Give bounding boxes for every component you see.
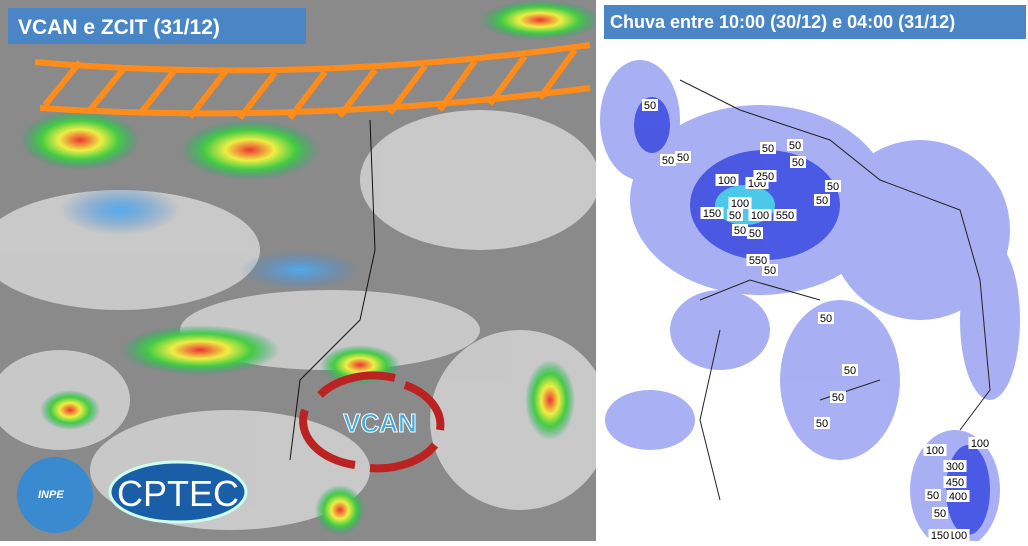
- vcan-arrows: [299, 371, 445, 473]
- coastline: [289, 119, 376, 461]
- contour-label: 50: [789, 140, 801, 152]
- label-box: [925, 489, 941, 501]
- contour-label: 100: [971, 438, 989, 450]
- label-box: [968, 437, 992, 449]
- contour-label: 50: [764, 265, 776, 277]
- borders: [679, 79, 991, 501]
- contour-label: 150: [931, 530, 949, 541]
- contour-label: 50: [816, 195, 828, 207]
- inpe-logo: [17, 457, 93, 533]
- contour-label: 150: [703, 208, 721, 220]
- contour-label: 50: [816, 418, 828, 430]
- label-box: [747, 227, 763, 239]
- contour-label: 50: [827, 181, 839, 193]
- label-box: [728, 197, 752, 209]
- label-box: [932, 507, 948, 519]
- contour-label: 50: [662, 155, 674, 167]
- panel-title: Chuva entre 10:00 (30/12) e 04:00 (31/12…: [610, 12, 955, 32]
- label-box: [825, 180, 841, 192]
- contour-label: 50: [832, 392, 844, 404]
- label-box: [642, 99, 658, 111]
- divider: [596, 0, 600, 541]
- cptec-text: CPTEC: [117, 473, 239, 514]
- label-box: [660, 154, 676, 166]
- contour-label: 50: [792, 157, 804, 169]
- label-box: [727, 209, 743, 221]
- cptec-logo: [108, 460, 248, 524]
- label-box: [818, 312, 834, 324]
- contour-label: 100: [751, 210, 769, 222]
- inpe-text: INPE: [38, 489, 64, 501]
- clouds: [0, 110, 610, 530]
- contour-label: 550: [776, 210, 794, 222]
- label-box: [943, 460, 967, 472]
- title-bar: [8, 8, 306, 44]
- label-box: [923, 444, 947, 456]
- label-box: [946, 490, 970, 502]
- label-box: [814, 417, 830, 429]
- label-box: [675, 151, 691, 163]
- label-box: [842, 364, 858, 376]
- contour-label: 50: [844, 365, 856, 377]
- label-box: [748, 209, 772, 221]
- satellite-panel: VCAN VCAN e ZCIT (31/12) INPE CPTEC: [0, 0, 610, 541]
- vcan-label: VCAN: [343, 408, 417, 438]
- contour-label: 50: [729, 210, 741, 222]
- contour-label: 50: [934, 508, 946, 520]
- zcit-band: [34, 42, 591, 120]
- label-box: [762, 264, 778, 276]
- label-box: [773, 209, 797, 221]
- contour-label: 100: [926, 445, 944, 457]
- rain-panel: Chuva entre 10:00 (30/12) e 04:00 (31/12…: [600, 0, 1028, 546]
- label-box: [732, 224, 748, 236]
- label-box: [928, 529, 952, 541]
- label-box: [715, 174, 739, 186]
- label-box: [946, 529, 970, 541]
- contour-label: 50: [749, 228, 761, 240]
- contour-label: 50: [644, 100, 656, 112]
- label-box: [700, 207, 724, 219]
- panel-title: VCAN e ZCIT (31/12): [18, 16, 220, 39]
- label-box: [830, 391, 846, 403]
- label-box: [787, 139, 803, 151]
- contour-label: 450: [946, 477, 964, 489]
- contour-label: 100: [731, 198, 749, 210]
- label-box: [814, 194, 830, 206]
- label-box: [760, 142, 776, 154]
- label-box: [943, 476, 967, 488]
- convection: [20, 0, 600, 535]
- label-box: [790, 156, 806, 168]
- contour-label: 100: [718, 175, 736, 187]
- label-box: [746, 254, 770, 266]
- label-box: [753, 170, 777, 182]
- contour-label: 50: [927, 490, 939, 502]
- contour-label: 50: [762, 143, 774, 155]
- contour-label: 100: [949, 530, 967, 541]
- title-bar: [604, 5, 1026, 39]
- contour-label: 250: [756, 171, 774, 183]
- contour-label: 50: [734, 225, 746, 237]
- contour-label: 50: [677, 152, 689, 164]
- contour-label: 50: [820, 313, 832, 325]
- contour-label: 300: [946, 461, 964, 473]
- contour-label: 400: [949, 491, 967, 503]
